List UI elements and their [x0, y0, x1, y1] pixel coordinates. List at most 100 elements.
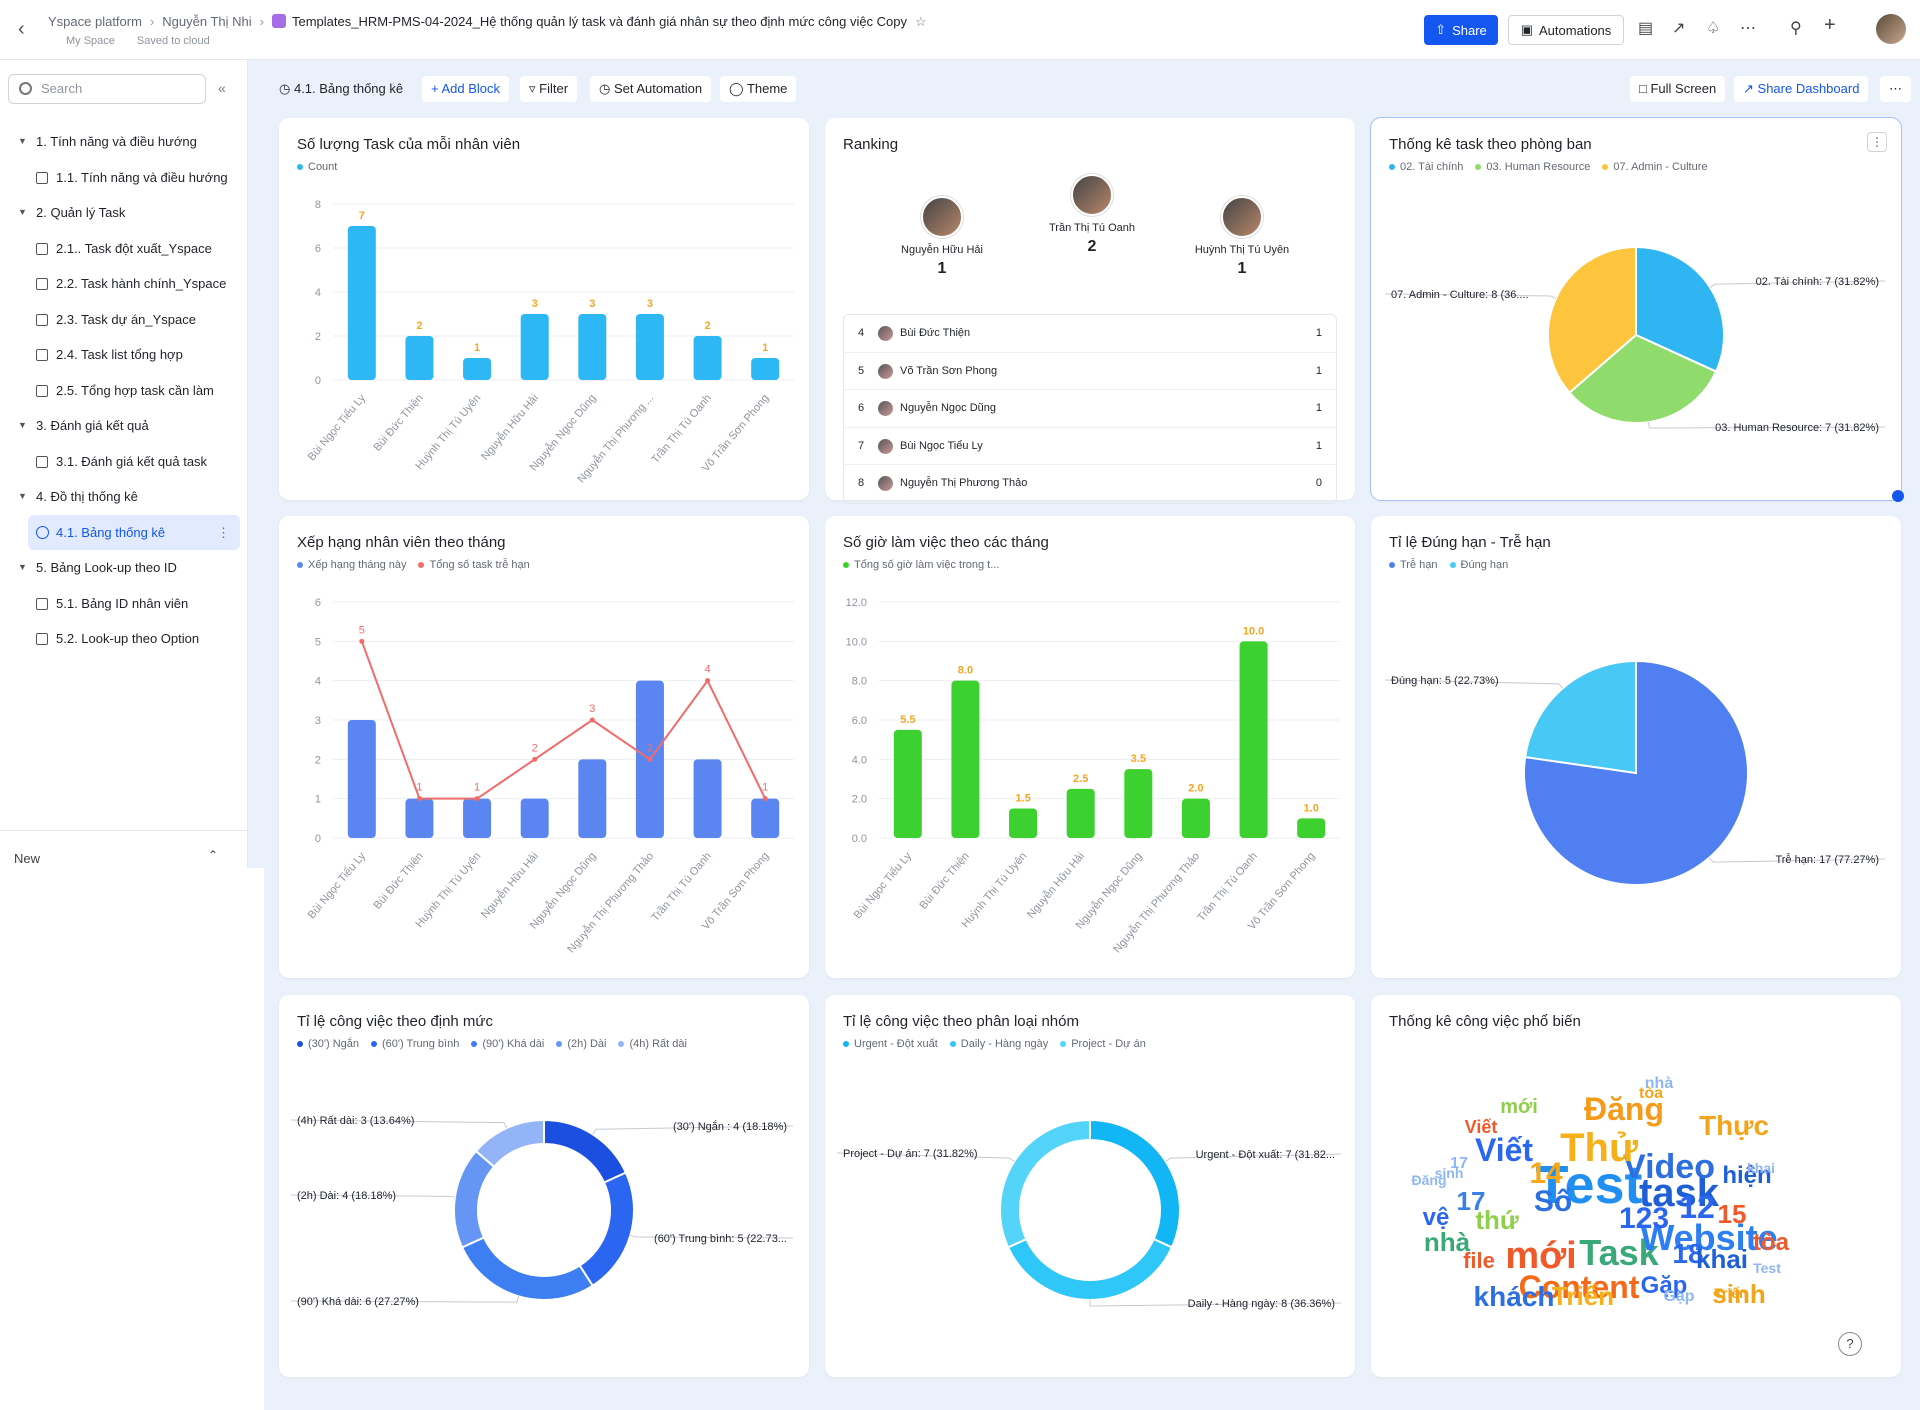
card-dept[interactable]: Thống kê task theo phòng ban ⋮ 02. Tài c… — [1370, 117, 1902, 501]
sidebar-item[interactable]: 2.4. Task list tổng hợp — [0, 337, 248, 373]
podium-rank-2[interactable]: Nguyễn Hữu Hải 1 — [872, 196, 1012, 278]
doc-title[interactable]: Templates_HRM-PMS-04-2024_Hệ thống quản … — [292, 14, 908, 29]
avatar — [878, 401, 893, 416]
sidebar-item[interactable]: ▼ 1. Tính năng và điều hướng — [0, 124, 248, 160]
card-task-count[interactable]: Số lượng Task của mỗi nhân viên Count 0 2… — [279, 118, 809, 500]
sidebar-item[interactable]: 4.1. Bảng thống kê ⋮ — [28, 514, 240, 550]
card-wordcloud[interactable]: Thống kê công việc phổ biến Test task Task… — [1371, 995, 1901, 1377]
filter-button[interactable]: ▿ Filter — [520, 76, 578, 102]
resize-handle[interactable] — [1892, 490, 1904, 502]
theme-button[interactable]: ◯ Theme — [720, 76, 797, 102]
sidebar-item[interactable]: 2.2. Task hành chính_Yspace — [0, 266, 248, 302]
table-icon[interactable]: ▤ — [1638, 20, 1654, 37]
x-tick-label: Huỳnh Thị Tú Uyên — [960, 850, 1030, 930]
legend-item[interactable]: Urgent - Đột xuất — [843, 1038, 938, 1050]
breadcrumb-user[interactable]: Nguyễn Thị Nhi — [162, 14, 252, 29]
legend-item[interactable]: Count — [297, 161, 337, 173]
bar — [578, 314, 607, 380]
star-icon[interactable]: ☆ — [915, 14, 927, 29]
pie-slice — [460, 1236, 595, 1301]
card-norm[interactable]: Tỉ lệ công việc theo định mức (30') Ngắn… — [279, 995, 809, 1377]
legend-item[interactable]: 03. Human Resource — [1475, 161, 1590, 173]
ranking-list[interactable]: 4 Bùi Đức Thiện 1 5 Võ Trần Sơn Phong 1 6 Nguyễ… — [843, 314, 1337, 504]
caret-down-icon[interactable]: ▼ — [18, 420, 27, 430]
sidebar-item[interactable]: 1.1. Tính năng và điều hướng — [0, 160, 248, 196]
card-more-icon[interactable]: ⋮ — [1867, 132, 1887, 152]
dashboard-title[interactable]: ◷ 4.1. Bảng thống kê — [270, 76, 412, 102]
card-ontime[interactable]: Tỉ lệ Đúng hạn - Trễ hạn Trễ hạn Đúng hạn… — [1371, 516, 1901, 978]
caret-down-icon[interactable]: ▼ — [18, 136, 27, 146]
chevron-up-icon[interactable]: ⌃ — [208, 848, 219, 862]
share-button[interactable]: ⇧ Share — [1424, 15, 1498, 45]
legend-item[interactable]: 02. Tài chính — [1389, 161, 1463, 173]
avatar[interactable] — [1876, 14, 1906, 44]
sidebar-item[interactable]: ▼ 5. Bảng Look-up theo ID — [0, 550, 248, 586]
legend-item[interactable]: (4h) Rất dài — [618, 1038, 687, 1050]
back-icon[interactable]: ‹ — [18, 18, 25, 40]
plus-icon[interactable]: + — [1824, 14, 1836, 36]
chart-legend: 02. Tài chính 03. Human Resource 07. Admin… — [1389, 161, 1720, 173]
legend-item[interactable]: Project - Dự án — [1060, 1038, 1146, 1050]
sidebar-item[interactable]: 2.1.. Task đột xuất_Yspace — [0, 231, 248, 267]
legend-label: Tổng số giờ làm việc trong t... — [854, 559, 1000, 571]
caret-down-icon[interactable]: ▼ — [18, 207, 27, 217]
legend-item[interactable]: (2h) Dài — [556, 1038, 606, 1050]
legend-item[interactable]: (30') Ngắn — [297, 1038, 359, 1050]
card-group[interactable]: Tỉ lệ công việc theo phân loại nhóm Urge… — [825, 995, 1355, 1377]
card-hours[interactable]: Số giờ làm việc theo các tháng Tổng số g… — [825, 516, 1355, 978]
ranking-row[interactable]: 4 Bùi Đức Thiện 1 — [844, 315, 1336, 353]
legend-item[interactable]: Đúng hạn — [1449, 559, 1508, 571]
sidebar-item[interactable]: 5.1. Bảng ID nhân viên — [0, 586, 248, 622]
legend-item[interactable]: (60') Trung bình — [371, 1038, 459, 1050]
collapse-sidebar-icon[interactable]: « — [218, 80, 226, 96]
breadcrumb-workspace[interactable]: Yspace platform — [48, 14, 142, 29]
bar — [1066, 788, 1095, 838]
sidebar-item[interactable]: ▼ 4. Đồ thị thống kê — [0, 479, 248, 515]
sidebar-item[interactable]: 3.1. Đánh giá kết quả task — [0, 444, 248, 480]
legend-item[interactable]: (90') Khá dài — [471, 1038, 544, 1050]
ranking-row[interactable]: 6 Nguyễn Ngọc Dũng 1 — [844, 390, 1336, 428]
card-title: Ranking — [843, 136, 899, 153]
data-label: 1.5 — [1015, 793, 1030, 805]
caret-down-icon[interactable]: ▼ — [18, 491, 27, 501]
data-label: 2.5 — [1073, 773, 1088, 785]
legend-item[interactable]: Tổng số giờ làm việc trong t... — [843, 559, 999, 571]
podium-rank-1[interactable]: Trần Thị Tú Oanh 2 — [1022, 174, 1162, 256]
card-ranking[interactable]: Ranking Nguyễn Hữu Hải 1 Trần Thị Tú Oanh… — [825, 118, 1355, 504]
more-icon[interactable]: ⋯ — [1740, 20, 1756, 37]
search-input[interactable]: Search — [8, 74, 206, 104]
legend-item[interactable]: Trễ hạn — [1389, 559, 1438, 571]
sidebar-item[interactable]: ▼ 3. Đánh giá kết quả — [0, 408, 248, 444]
clock-icon: ◷ — [599, 81, 611, 96]
caret-down-icon[interactable]: ▼ — [18, 562, 27, 572]
sidebar-item[interactable]: ▼ 2. Quản lý Task — [0, 195, 248, 231]
ranking-row[interactable]: 7 Bùi Ngọc Tiểu Ly 1 — [844, 428, 1336, 465]
sidebar-item[interactable]: 5.2. Look-up theo Option — [0, 621, 248, 657]
set-automation-button[interactable]: ◷ Set Automation — [590, 76, 712, 102]
help-icon[interactable]: ? — [1838, 1332, 1862, 1356]
podium-rank-3[interactable]: Huỳnh Thị Tú Uyên 1 — [1172, 196, 1312, 278]
bar — [1239, 641, 1268, 838]
full-screen-button[interactable]: □ Full Screen — [1630, 76, 1726, 102]
legend-item[interactable]: Tổng số task trễ hạn — [418, 559, 530, 571]
search-icon[interactable]: ⚲ — [1790, 20, 1802, 37]
share-dashboard-button[interactable]: ↗ Share Dashboard — [1734, 76, 1869, 102]
more-icon[interactable]: ⋮ — [217, 524, 230, 540]
new-section[interactable]: New ⌃ — [0, 830, 248, 866]
legend-label: (60') Trung bình — [382, 1038, 460, 1050]
ranking-row[interactable]: 8 Nguyễn Thị Phương Thảo 0 — [844, 465, 1336, 503]
sidebar-item[interactable]: 2.5. Tổng hợp task cần làm — [0, 373, 248, 409]
legend-item[interactable]: 07. Admin - Culture — [1602, 161, 1708, 173]
card-monthly-rank[interactable]: Xếp hạng nhân viên theo tháng Xếp hạng t… — [279, 516, 809, 978]
legend-item[interactable]: Daily - Hàng ngày — [949, 1038, 1048, 1050]
ranking-row[interactable]: 5 Võ Trần Sơn Phong 1 — [844, 353, 1336, 390]
workspace-label[interactable]: My Space — [66, 35, 115, 47]
add-block-button[interactable]: + Add Block — [422, 76, 510, 102]
sidebar-item[interactable]: 2.3. Task dự án_Yspace — [0, 302, 248, 338]
legend-item[interactable]: Xếp hạng tháng này — [297, 559, 406, 571]
automations-button[interactable]: ▣ Automations — [1508, 15, 1624, 45]
open-icon[interactable]: ↗ — [1672, 20, 1686, 37]
rank-value: 1 — [1315, 402, 1322, 414]
dashboard-more-icon[interactable]: ⋯ — [1880, 76, 1911, 102]
bell-icon[interactable]: ♤ — [1706, 20, 1721, 37]
